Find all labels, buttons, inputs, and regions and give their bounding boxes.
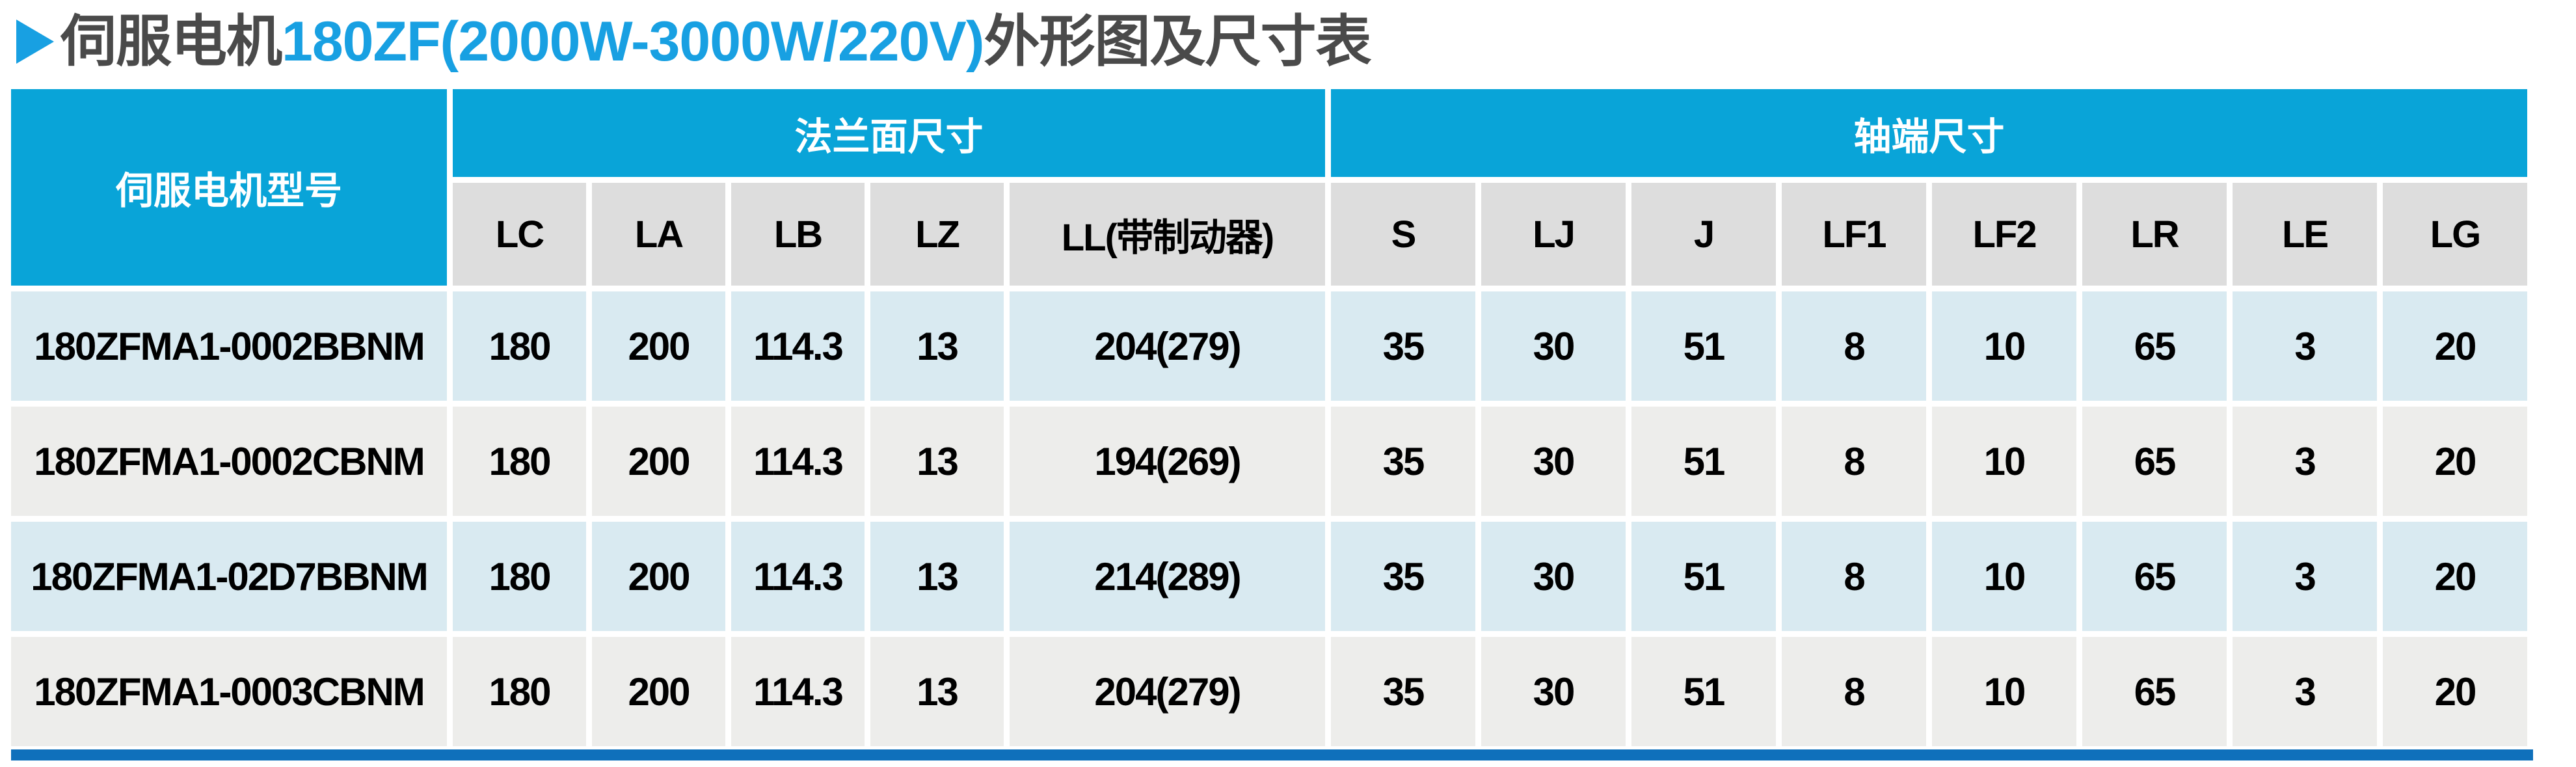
title-section: 伺服电机180ZF(2000W-3000W/220V)外形图及尺寸表 xyxy=(0,0,2576,83)
value-cell: 114.3 xyxy=(731,637,865,746)
value-cell: 65 xyxy=(2082,291,2227,401)
model-cell: 180ZFMA1-0002CBNM xyxy=(11,407,447,516)
value-cell: 51 xyxy=(1631,407,1776,516)
value-cell: 13 xyxy=(870,291,1004,401)
table-row: 180ZFMA1-0003CBNM 180 200 114.3 13 204(2… xyxy=(11,637,2527,746)
group-header-flange: 法兰面尺寸 xyxy=(453,89,1325,177)
value-cell: 194(269) xyxy=(1010,407,1325,516)
value-cell: 200 xyxy=(592,522,725,631)
value-cell: 8 xyxy=(1782,637,1926,746)
value-cell: 214(289) xyxy=(1010,522,1325,631)
sub-header-lc: LC xyxy=(453,183,586,286)
value-cell: 51 xyxy=(1631,637,1776,746)
value-cell: 3 xyxy=(2233,637,2377,746)
play-triangle-icon xyxy=(16,20,54,64)
sub-header-lf1: LF1 xyxy=(1782,183,1926,286)
value-cell: 3 xyxy=(2233,291,2377,401)
title-suffix: 外形图及尺寸表 xyxy=(984,10,1371,73)
value-cell: 35 xyxy=(1331,291,1475,401)
sub-header-lb: LB xyxy=(731,183,865,286)
model-cell: 180ZFMA1-0003CBNM xyxy=(11,637,447,746)
value-cell: 13 xyxy=(870,407,1004,516)
sub-header-row: LC LA LB LZ LL(带制动器) S LJ J LF1 LF2 LR L… xyxy=(11,183,2527,286)
value-cell: 13 xyxy=(870,637,1004,746)
value-cell: 35 xyxy=(1331,522,1475,631)
value-cell: 114.3 xyxy=(731,522,865,631)
sub-header-ll: LL(带制动器) xyxy=(1010,183,1325,286)
sub-header-s: S xyxy=(1331,183,1475,286)
value-cell: 180 xyxy=(453,522,586,631)
bottom-accent-bar xyxy=(11,749,2533,760)
value-cell: 65 xyxy=(2082,407,2227,516)
value-cell: 20 xyxy=(2383,407,2527,516)
value-cell: 200 xyxy=(592,407,725,516)
value-cell: 200 xyxy=(592,637,725,746)
value-cell: 20 xyxy=(2383,637,2527,746)
value-cell: 10 xyxy=(1932,522,2076,631)
sub-header-lz: LZ xyxy=(870,183,1004,286)
value-cell: 114.3 xyxy=(731,291,865,401)
value-cell: 65 xyxy=(2082,637,2227,746)
value-cell: 8 xyxy=(1782,522,1926,631)
value-cell: 114.3 xyxy=(731,407,865,516)
value-cell: 30 xyxy=(1481,407,1626,516)
value-cell: 13 xyxy=(870,522,1004,631)
value-cell: 35 xyxy=(1331,637,1475,746)
value-cell: 8 xyxy=(1782,291,1926,401)
group-header-row: 伺服电机型号 法兰面尺寸 轴端尺寸 xyxy=(11,89,2527,286)
value-cell: 180 xyxy=(453,637,586,746)
dimension-table: 伺服电机型号 法兰面尺寸 轴端尺寸 LC LA LB LZ LL(带制动器) S… xyxy=(5,83,2533,752)
sub-header-le: LE xyxy=(2233,183,2377,286)
sub-header-la: LA xyxy=(592,183,725,286)
value-cell: 180 xyxy=(453,291,586,401)
value-cell: 3 xyxy=(2233,407,2377,516)
value-cell: 51 xyxy=(1631,291,1776,401)
value-cell: 200 xyxy=(592,291,725,401)
sub-header-lg: LG xyxy=(2383,183,2527,286)
value-cell: 30 xyxy=(1481,291,1626,401)
model-column-header: 伺服电机型号 xyxy=(11,89,447,286)
value-cell: 35 xyxy=(1331,407,1475,516)
value-cell: 10 xyxy=(1932,637,2076,746)
sub-header-j: J xyxy=(1631,183,1776,286)
sub-header-lr: LR xyxy=(2082,183,2227,286)
value-cell: 20 xyxy=(2383,522,2527,631)
sub-header-lj: LJ xyxy=(1481,183,1626,286)
table-row: 180ZFMA1-0002BBNM 180 200 114.3 13 204(2… xyxy=(11,291,2527,401)
value-cell: 30 xyxy=(1481,637,1626,746)
value-cell: 204(279) xyxy=(1010,291,1325,401)
value-cell: 204(279) xyxy=(1010,637,1325,746)
table-row: 180ZFMA1-0002CBNM 180 200 114.3 13 194(2… xyxy=(11,407,2527,516)
value-cell: 3 xyxy=(2233,522,2377,631)
group-header-shaft: 轴端尺寸 xyxy=(1331,89,2527,177)
value-cell: 180 xyxy=(453,407,586,516)
value-cell: 20 xyxy=(2383,291,2527,401)
title-highlight: 180ZF(2000W-3000W/220V) xyxy=(282,10,984,73)
title-prefix: 伺服电机 xyxy=(60,10,282,73)
table-row: 180ZFMA1-02D7BBNM 180 200 114.3 13 214(2… xyxy=(11,522,2527,631)
value-cell: 8 xyxy=(1782,407,1926,516)
value-cell: 51 xyxy=(1631,522,1776,631)
sub-header-lf2: LF2 xyxy=(1932,183,2076,286)
model-cell: 180ZFMA1-02D7BBNM xyxy=(11,522,447,631)
value-cell: 10 xyxy=(1932,291,2076,401)
value-cell: 10 xyxy=(1932,407,2076,516)
value-cell: 30 xyxy=(1481,522,1626,631)
model-cell: 180ZFMA1-0002BBNM xyxy=(11,291,447,401)
page-title: 伺服电机180ZF(2000W-3000W/220V)外形图及尺寸表 xyxy=(60,14,1371,70)
value-cell: 65 xyxy=(2082,522,2227,631)
